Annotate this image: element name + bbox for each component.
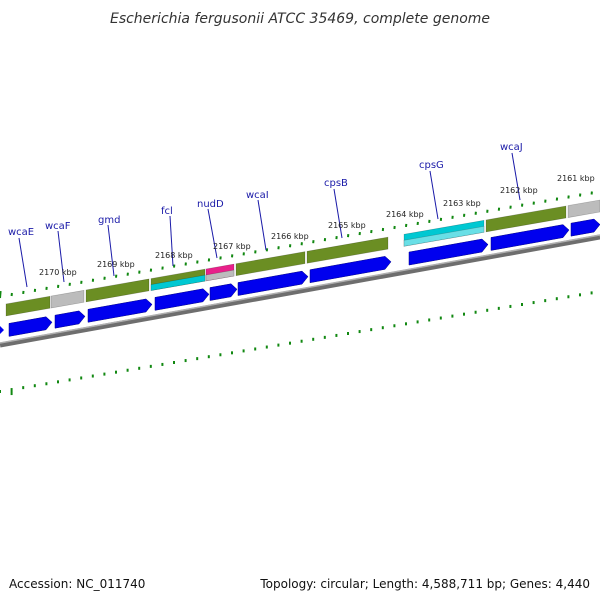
feature-block: [485, 205, 567, 233]
cds-arrow: [408, 238, 489, 266]
tick-label: 2168 kbp: [155, 251, 193, 260]
outer-tick-ring: [0, 191, 593, 299]
cds-arrow: [0, 326, 4, 334]
cds-arrow: [570, 218, 600, 237]
inner-tick-ring: [0, 291, 593, 396]
cds-arrow: [8, 316, 53, 337]
gene-label-gmd: gmd: [98, 215, 120, 226]
feature-tracks: [5, 199, 600, 317]
gene-cpsB[interactable]: cpsB: [324, 178, 348, 239]
tick-label: 2161 kbp: [557, 174, 595, 183]
gene-label-wcaF: wcaF: [45, 221, 71, 232]
feature-substripe: [403, 225, 485, 247]
tick-label: 2164 kbp: [386, 210, 424, 219]
gene-wcaJ[interactable]: wcaJ: [500, 142, 523, 201]
gene-labels: wcaE wcaF gmd fcl nudD wcaI cpsB cpsG: [8, 142, 523, 288]
tick-label: 2162 kbp: [500, 186, 538, 195]
gene-label-wcaI: wcaI: [246, 190, 269, 201]
cds-arrow: [309, 256, 392, 284]
feature-block: [306, 236, 389, 264]
gene-cpsG[interactable]: cpsG: [419, 160, 444, 220]
gene-gmd[interactable]: gmd: [98, 215, 120, 277]
cds-arrow: [237, 270, 309, 296]
gene-label-nudD: nudD: [197, 199, 224, 210]
feature-block: [235, 251, 306, 277]
feature-substripe: [205, 269, 235, 282]
tick-label: 2169 kbp: [97, 260, 135, 269]
gene-wcaI[interactable]: wcaI: [246, 190, 269, 251]
tick-labels: 2170 kbp 2169 kbp 2168 kbp 2167 kbp 2166…: [39, 174, 595, 277]
tick-label: 2170 kbp: [39, 268, 77, 277]
feature-substripe: [150, 274, 206, 291]
tick-label: 2165 kbp: [328, 221, 366, 230]
gene-label-cpsB: cpsB: [324, 178, 348, 189]
gene-wcaE[interactable]: wcaE: [8, 227, 34, 288]
cds-arrow: [154, 288, 210, 311]
accession-label: Accession: NC_011740: [9, 577, 146, 591]
gene-fcl[interactable]: fcl: [161, 206, 174, 267]
genome-backbone: [0, 234, 600, 348]
gene-label-wcaJ: wcaJ: [500, 142, 523, 153]
tick-label: 2167 kbp: [213, 242, 251, 251]
feature-block: [85, 278, 150, 303]
feature-block: [50, 289, 85, 309]
tick-label: 2166 kbp: [271, 232, 309, 241]
gene-label-wcaE: wcaE: [8, 227, 34, 238]
gene-wcaF[interactable]: wcaF: [45, 221, 71, 283]
gene-label-fcl: fcl: [161, 206, 173, 217]
gene-nudD[interactable]: nudD: [197, 199, 224, 259]
cds-arrow: [209, 283, 238, 301]
feature-block: [567, 199, 600, 218]
gene-label-cpsG: cpsG: [419, 160, 444, 171]
cds-arrow: [54, 310, 86, 329]
cds-track: [0, 218, 600, 337]
feature-block: [5, 295, 51, 317]
tick-label: 2163 kbp: [443, 199, 481, 208]
cds-arrow: [490, 224, 570, 251]
map-title: Escherichia fergusonii ATCC 35469, compl…: [110, 11, 490, 27]
outer-tick: [0, 290, 2, 299]
cds-arrow: [87, 298, 153, 323]
genome-summary: Topology: circular; Length: 4,588,711 bp…: [260, 577, 590, 591]
